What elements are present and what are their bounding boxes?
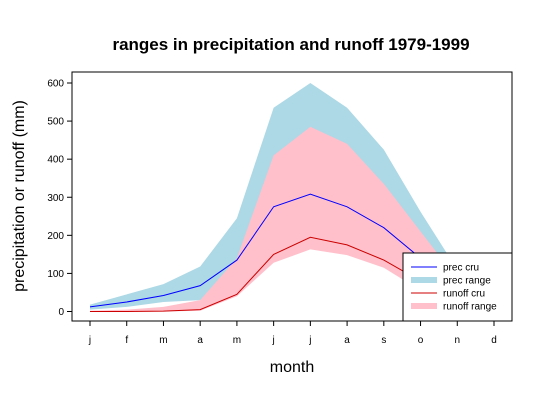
prec-range-legend-label: prec range (443, 276, 491, 287)
runoff-range-legend-label: runoff range (443, 302, 497, 313)
y-tick-label: 0 (58, 307, 64, 318)
x-tick-label: f (125, 335, 128, 346)
x-tick-label: d (491, 335, 497, 346)
plot-frame (71, 71, 513, 322)
legend: prec cru prec range runoff cru runoff range (402, 252, 513, 322)
y-tick-label: 300 (47, 193, 64, 204)
y-tick-label: 200 (47, 231, 64, 242)
chart-title: ranges in precipitation and runoff 1979-… (112, 35, 469, 54)
x-tick-label: a (344, 335, 350, 346)
x-tick-label: a (197, 335, 203, 346)
y-tick-label: 100 (47, 269, 64, 280)
y-tick-label: 400 (47, 155, 64, 166)
x-tick-label: n (454, 335, 460, 346)
x-axis-label: month (270, 359, 314, 376)
x-tick-label: m (159, 335, 167, 346)
y-axis-label: precipitation or runoff (mm) (11, 100, 28, 292)
y-axis: 0 100 200 300 400 500 600 (47, 79, 72, 318)
x-tick-label: j (308, 335, 311, 346)
y-tick-label: 500 (47, 117, 64, 128)
x-tick-label: j (272, 335, 275, 346)
x-tick-label: j (88, 335, 91, 346)
x-tick-label: s (381, 335, 386, 346)
prec-cru-legend-label: prec cru (443, 263, 479, 274)
runoff-cru-legend-label: runoff cru (443, 289, 485, 300)
x-tick-label: o (418, 335, 424, 346)
x-tick-label: m (233, 335, 241, 346)
legend-box (402, 252, 513, 322)
y-tick-label: 600 (47, 79, 64, 90)
